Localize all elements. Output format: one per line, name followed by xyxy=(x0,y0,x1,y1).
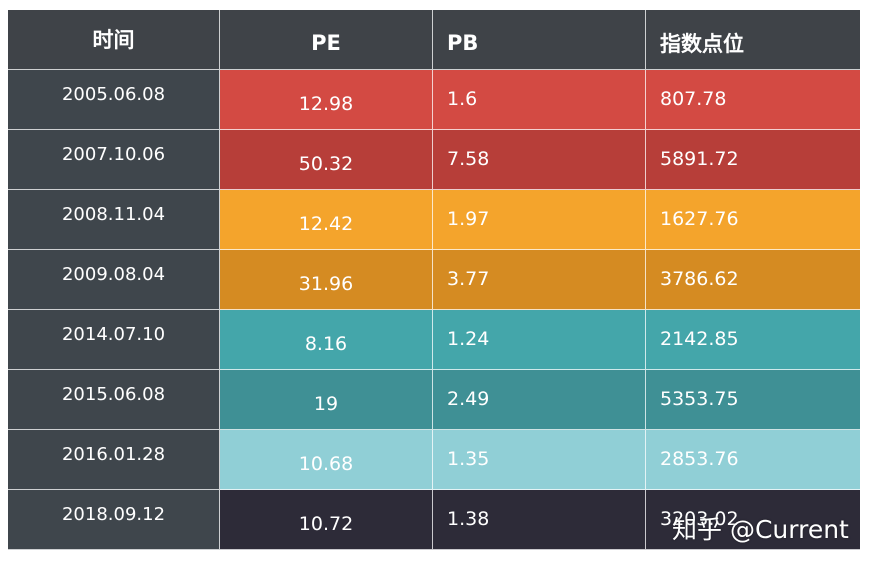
cell-pe: 19 xyxy=(220,370,433,430)
cell-time: 2018.09.12 xyxy=(8,490,220,550)
cell-index: 3203.02 xyxy=(646,490,860,550)
cell-index: 5353.75 xyxy=(646,370,860,430)
cell-time: 2015.06.08 xyxy=(8,370,220,430)
cell-time: 2009.08.04 xyxy=(8,250,220,310)
header-index: 指数点位 xyxy=(646,10,860,70)
cell-index: 2853.76 xyxy=(646,430,860,490)
cell-pe: 31.96 xyxy=(220,250,433,310)
cell-index: 2142.85 xyxy=(646,310,860,370)
cell-pe: 12.98 xyxy=(220,70,433,130)
cell-pb: 1.97 xyxy=(433,190,646,250)
cell-pb: 1.35 xyxy=(433,430,646,490)
cell-pe: 10.72 xyxy=(220,490,433,550)
cell-time: 2007.10.06 xyxy=(8,130,220,190)
header-pb: PB xyxy=(433,10,646,70)
valuation-table: 时间 PE PB 指数点位 2005.06.08 12.98 1.6 807.7… xyxy=(8,10,860,550)
table-row: 2014.07.10 8.16 1.24 2142.85 xyxy=(8,310,860,370)
table-row: 2018.09.12 10.72 1.38 3203.02 xyxy=(8,490,860,550)
table-row: 2015.06.08 19 2.49 5353.75 xyxy=(8,370,860,430)
cell-index: 1627.76 xyxy=(646,190,860,250)
cell-time: 2008.11.04 xyxy=(8,190,220,250)
watermark: 知乎 @Current xyxy=(672,515,849,544)
cell-time: 2005.06.08 xyxy=(8,70,220,130)
table-header-row: 时间 PE PB 指数点位 xyxy=(8,10,860,70)
cell-index: 807.78 xyxy=(646,70,860,130)
cell-pe: 50.32 xyxy=(220,130,433,190)
cell-pb: 7.58 xyxy=(433,130,646,190)
cell-pb: 1.38 xyxy=(433,490,646,550)
header-time: 时间 xyxy=(8,10,220,70)
cell-time: 2014.07.10 xyxy=(8,310,220,370)
table-row: 2008.11.04 12.42 1.97 1627.76 xyxy=(8,190,860,250)
cell-index: 3786.62 xyxy=(646,250,860,310)
table-row: 2016.01.28 10.68 1.35 2853.76 xyxy=(8,430,860,490)
header-pe: PE xyxy=(220,10,433,70)
cell-index: 5891.72 xyxy=(646,130,860,190)
cell-time: 2016.01.28 xyxy=(8,430,220,490)
cell-pb: 1.6 xyxy=(433,70,646,130)
table-row: 2009.08.04 31.96 3.77 3786.62 xyxy=(8,250,860,310)
cell-pb: 1.24 xyxy=(433,310,646,370)
cell-pe: 10.68 xyxy=(220,430,433,490)
cell-pe: 8.16 xyxy=(220,310,433,370)
table-row: 2005.06.08 12.98 1.6 807.78 xyxy=(8,70,860,130)
table-row: 2007.10.06 50.32 7.58 5891.72 xyxy=(8,130,860,190)
cell-pb: 2.49 xyxy=(433,370,646,430)
cell-pb: 3.77 xyxy=(433,250,646,310)
cell-pe: 12.42 xyxy=(220,190,433,250)
